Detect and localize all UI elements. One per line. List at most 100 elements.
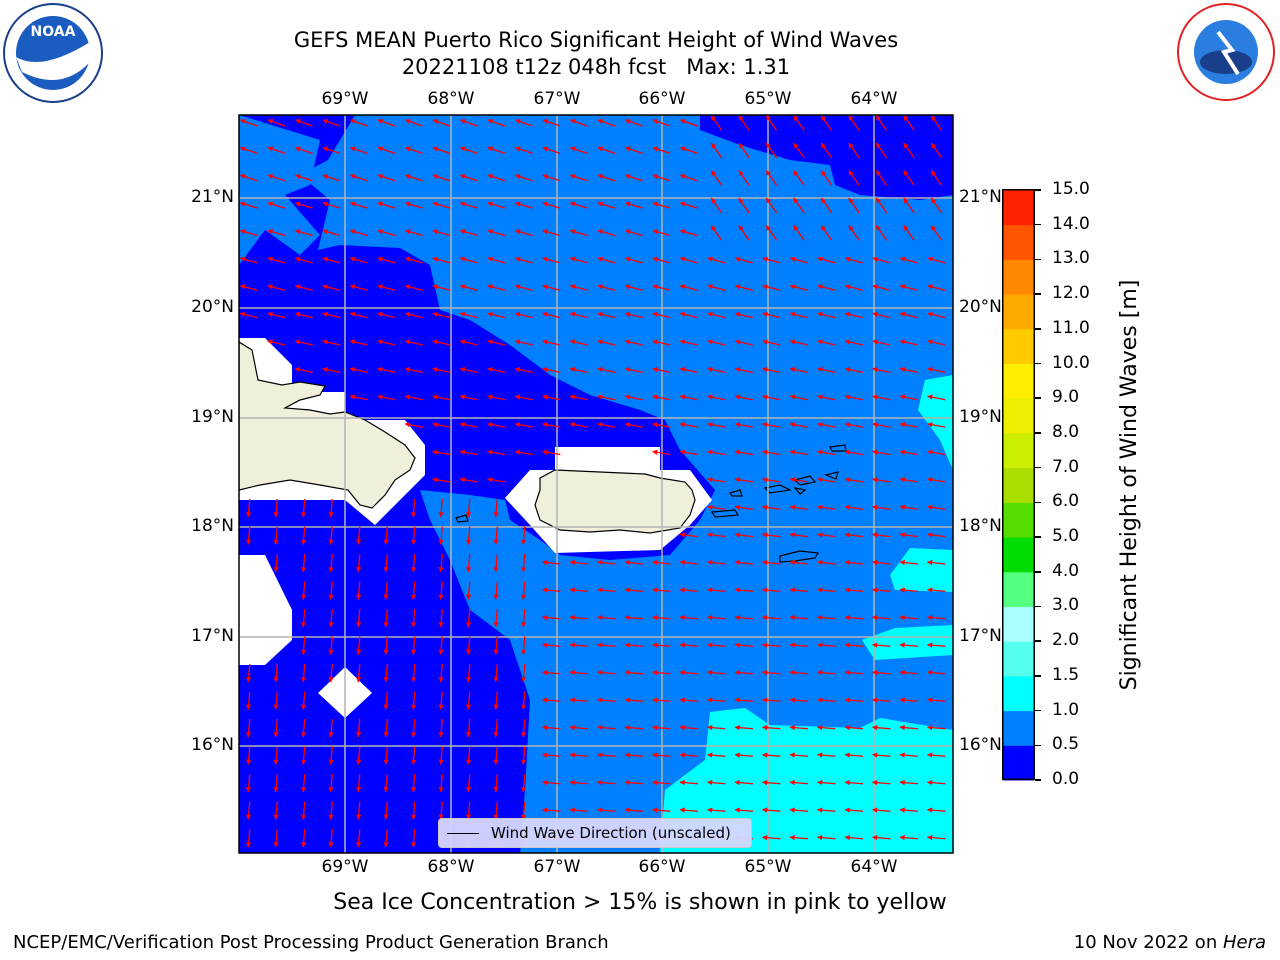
lat-label-right: 20°N [959, 297, 1002, 317]
colorbar-block [1003, 710, 1034, 746]
wave-direction-arrow [542, 174, 561, 182]
wave-direction-arrow [625, 119, 643, 127]
wave-direction-arrow [322, 229, 341, 237]
wave-direction-arrow [707, 449, 726, 456]
wave-direction-arrow [707, 642, 726, 648]
wave-direction-arrow [734, 367, 753, 374]
wave-direction-arrow [328, 608, 334, 628]
noaa-logo: NOAA [3, 3, 103, 103]
wave-direction-arrow [848, 225, 860, 241]
wave-direction-arrow [927, 752, 946, 758]
colorbar-tick-label: 8.0 [1052, 421, 1080, 442]
wave-direction-arrow [872, 394, 891, 401]
wave-direction-arrow [652, 394, 671, 401]
wave-direction-arrow [734, 339, 753, 346]
wave-direction-arrow [466, 636, 472, 655]
svg-text:NOAA: NOAA [31, 24, 76, 40]
wave-direction-arrow [710, 115, 723, 131]
wave-direction-arrow [927, 642, 946, 648]
wave-direction-arrow [679, 174, 698, 182]
wave-direction-arrow [569, 559, 589, 566]
wave-direction-arrow [349, 174, 368, 182]
wave-direction-arrow [487, 201, 506, 209]
colorbar-tick-label: 0.0 [1052, 769, 1080, 789]
wave-direction-arrow [569, 725, 589, 731]
wave-direction-arrow [383, 526, 389, 545]
legend-label: Wind Wave Direction (unscaled) [491, 824, 731, 842]
wave-direction-arrow [432, 146, 451, 155]
wave-direction-arrow [597, 394, 616, 401]
wave-direction-arrow [466, 608, 472, 628]
wave-direction-arrow [514, 367, 533, 374]
wave-direction-arrow [762, 807, 781, 813]
wave-direction-arrow [927, 559, 946, 566]
wave-direction-arrow [404, 311, 423, 319]
wave-direction-arrow [432, 422, 451, 428]
wave-direction-arrow [597, 642, 616, 648]
wave-direction-arrow [466, 691, 472, 710]
wave-direction-arrow [459, 284, 478, 291]
wave-direction-arrow [383, 718, 389, 738]
wave-direction-arrow [569, 587, 589, 593]
wave-direction-arrow [383, 553, 389, 573]
wave-direction-arrow [903, 170, 915, 186]
wave-direction-arrow [432, 174, 451, 182]
wave-direction-arrow [624, 752, 644, 758]
wave-direction-arrow [570, 119, 588, 127]
wave-direction-arrow [438, 718, 444, 738]
wave-direction-arrow [734, 752, 754, 758]
wave-direction-arrow [294, 367, 313, 374]
wave-direction-arrow [542, 780, 561, 786]
wave-direction-arrow [411, 553, 417, 573]
wave-direction-arrow [487, 367, 506, 374]
wave-direction-arrow [844, 642, 864, 648]
wave-direction-arrow [844, 504, 864, 510]
wave-direction-arrow [487, 119, 506, 127]
wave-direction-arrow [679, 780, 699, 786]
colorbar-tick-label: 11.0 [1052, 317, 1090, 338]
wave-direction-arrow [294, 201, 313, 209]
wave-direction-arrow [848, 142, 860, 159]
wave-direction-arrow [765, 142, 778, 159]
wave-direction-arrow [820, 225, 833, 241]
wave-direction-arrow [624, 174, 643, 182]
wave-direction-arrow [680, 119, 698, 127]
wave-direction-arrow [597, 311, 616, 319]
wave-direction-arrow [493, 691, 499, 710]
colorbar-tick-label: 3.0 [1052, 595, 1080, 616]
wave-direction-arrow [817, 311, 836, 319]
wave-direction-arrow [273, 498, 279, 518]
wave-direction-arrow [652, 339, 671, 346]
wave-direction-arrow [820, 197, 833, 214]
wave-direction-arrow [487, 394, 506, 401]
wave-direction-arrow [432, 284, 451, 291]
wave-direction-arrow [872, 725, 891, 731]
wave-direction-arrow [569, 367, 588, 374]
wave-direction-arrow [411, 636, 417, 655]
wave-direction-arrow [762, 642, 781, 648]
wave-direction-arrow [597, 670, 616, 676]
wave-direction-arrow [273, 691, 279, 710]
wave-direction-arrow [487, 311, 506, 319]
wave-direction-arrow [817, 835, 836, 841]
wave-direction-arrow [903, 197, 915, 214]
wave-direction-arrow [899, 697, 919, 703]
wave-direction-arrow [734, 532, 754, 538]
lat-label-right: 21°N [959, 187, 1002, 207]
lon-label-bottom: 69°W [321, 857, 369, 877]
wave-direction-arrow [734, 670, 754, 676]
wave-direction-arrow [817, 284, 836, 291]
wave-direction-arrow [844, 835, 864, 841]
wave-direction-arrow [493, 801, 499, 820]
wave-direction-arrow [267, 201, 286, 209]
wave-direction-arrow [597, 752, 616, 758]
wave-direction-arrow [734, 504, 754, 510]
wave-direction-arrow [679, 752, 699, 758]
colorbar-tick [1035, 293, 1041, 295]
wave-direction-arrow [707, 752, 726, 758]
wave-direction-arrow [459, 367, 478, 374]
wave-direction-arrow [294, 311, 313, 319]
wave-direction-arrow [793, 142, 805, 159]
wave-direction-arrow [899, 422, 918, 428]
wave-direction-arrow [875, 170, 888, 186]
